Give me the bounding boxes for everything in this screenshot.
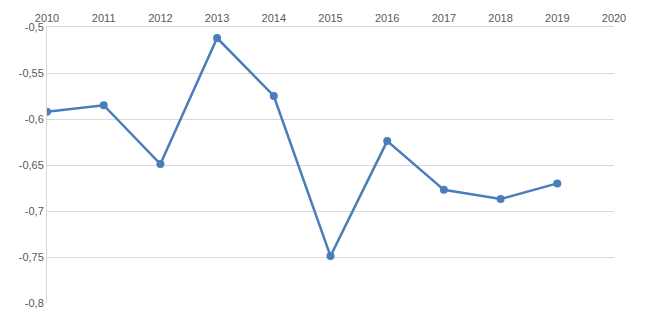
svg-text:2019: 2019 — [545, 12, 569, 24]
svg-text:-0,8: -0,8 — [25, 297, 44, 309]
svg-text:-0,55: -0,55 — [19, 67, 44, 79]
svg-text:-0,6: -0,6 — [25, 113, 44, 125]
svg-text:2017: 2017 — [432, 12, 456, 24]
svg-text:2011: 2011 — [92, 12, 116, 24]
svg-text:2013: 2013 — [205, 12, 229, 24]
svg-text:-0,7: -0,7 — [25, 205, 44, 217]
svg-text:2010: 2010 — [35, 12, 59, 24]
svg-text:-0,75: -0,75 — [19, 251, 44, 263]
svg-text:2015: 2015 — [318, 12, 342, 24]
svg-text:-0,5: -0,5 — [25, 21, 44, 33]
svg-text:2014: 2014 — [262, 12, 286, 24]
svg-text:-0,65: -0,65 — [19, 159, 44, 171]
svg-text:2018: 2018 — [488, 12, 512, 24]
svg-text:2012: 2012 — [148, 12, 172, 24]
svg-text:2016: 2016 — [375, 12, 399, 24]
svg-text:2020: 2020 — [602, 12, 626, 24]
